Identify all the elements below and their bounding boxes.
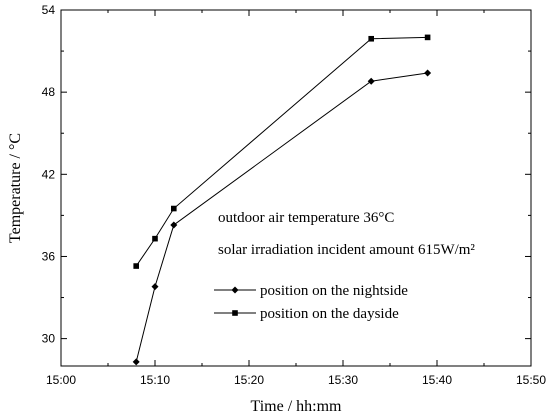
- series-dayside: [133, 34, 431, 269]
- legend-marker: [232, 310, 238, 316]
- x-tick-label: 15:00: [46, 373, 76, 387]
- y-tick-label: 54: [42, 3, 56, 17]
- series-line: [135, 36, 428, 267]
- data-point: [133, 263, 139, 269]
- data-point: [424, 69, 432, 77]
- y-tick-label: 42: [42, 167, 56, 181]
- x-tick-label: 15:30: [328, 373, 358, 387]
- legend: position on the nightside position on the…: [214, 283, 408, 322]
- y-tick-label: 48: [42, 85, 56, 99]
- data-point: [368, 35, 374, 42]
- y-tick-label: 30: [42, 332, 56, 346]
- axis-ticks: 15:00 15:10 15:20 15:30 15:40 15:50 30 36 42 48 54: [42, 3, 547, 387]
- data-point: [367, 77, 375, 85]
- legend-marker: [231, 286, 239, 294]
- y-tick-label: 36: [42, 249, 56, 263]
- annotation-air-temperature: outdoor air temperature 36°C: [218, 210, 394, 226]
- x-tick-label: 15:20: [234, 373, 264, 387]
- y-axis-title: Temperature / °C: [7, 133, 24, 243]
- data-point: [132, 358, 140, 366]
- legend-label: position on the dayside: [260, 306, 399, 322]
- x-tick-label: 15:10: [140, 373, 170, 387]
- x-axis-title: Time / hh:mm: [251, 398, 343, 415]
- x-tick-label: 15:50: [516, 373, 546, 387]
- x-tick-label: 15:40: [422, 373, 452, 387]
- data-point: [151, 283, 159, 291]
- series-layer: [132, 34, 432, 366]
- data-point: [152, 235, 158, 242]
- data-point: [424, 34, 431, 41]
- data-point: [170, 221, 178, 229]
- annotation-solar-irradiation: solar irradiation incident amount 615W/m…: [218, 242, 475, 258]
- data-point: [171, 205, 177, 212]
- legend-label: position on the nightside: [260, 283, 408, 299]
- series-nightside: [132, 69, 432, 366]
